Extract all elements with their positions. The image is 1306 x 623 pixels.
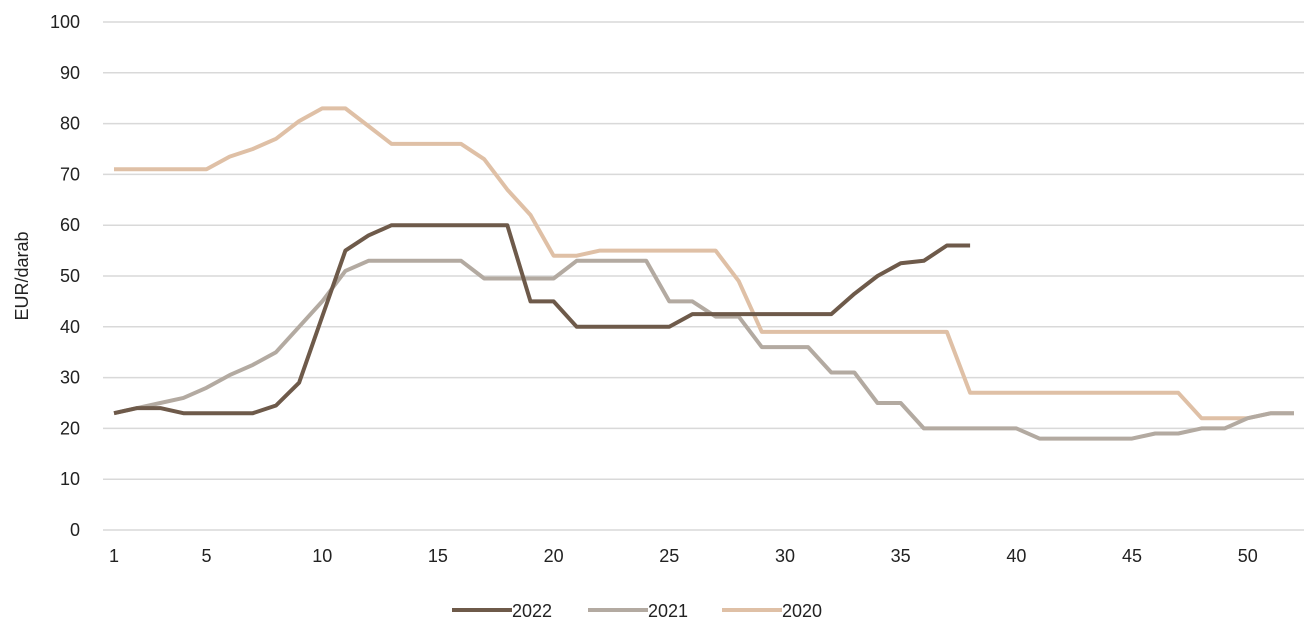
y-tick-label: 100 — [50, 12, 80, 32]
x-tick-label: 35 — [891, 546, 911, 566]
y-tick-label: 10 — [60, 469, 80, 489]
x-tick-label: 20 — [544, 546, 564, 566]
x-tick-label: 45 — [1122, 546, 1142, 566]
y-tick-label: 0 — [70, 520, 80, 540]
x-tick-label: 1 — [109, 546, 119, 566]
y-tick-label: 80 — [60, 114, 80, 134]
legend-label-2020: 2020 — [782, 601, 822, 621]
legend-label-2021: 2021 — [648, 601, 688, 621]
x-tick-label: 25 — [659, 546, 679, 566]
x-tick-label: 15 — [428, 546, 448, 566]
series-lines — [113, 106, 1294, 441]
x-tick-label: 30 — [775, 546, 795, 566]
y-axis-ticks: 0 10 20 30 40 50 60 70 80 90 100 — [50, 12, 80, 540]
y-tick-label: 40 — [60, 317, 80, 337]
y-tick-label: 70 — [60, 164, 80, 184]
y-tick-label: 20 — [60, 418, 80, 438]
series-line-2021 — [113, 258, 1294, 441]
series-line-2022 — [113, 223, 971, 416]
x-tick-label: 40 — [1006, 546, 1026, 566]
y-tick-label: 90 — [60, 63, 80, 83]
grid-lines — [103, 21, 1304, 531]
y-tick-label: 30 — [60, 368, 80, 388]
y-axis-title: EUR/darab — [12, 231, 32, 320]
x-tick-label: 50 — [1238, 546, 1258, 566]
legend: 2022 2021 2020 — [452, 601, 822, 621]
series-line-2020 — [114, 106, 1294, 421]
legend-label-2022: 2022 — [512, 601, 552, 621]
x-tick-label: 5 — [202, 546, 212, 566]
y-tick-label: 60 — [60, 215, 80, 235]
x-tick-label: 10 — [312, 546, 332, 566]
y-tick-label: 50 — [60, 266, 80, 286]
x-axis-ticks: 1 5 10 15 20 25 30 35 40 45 50 — [109, 546, 1258, 566]
